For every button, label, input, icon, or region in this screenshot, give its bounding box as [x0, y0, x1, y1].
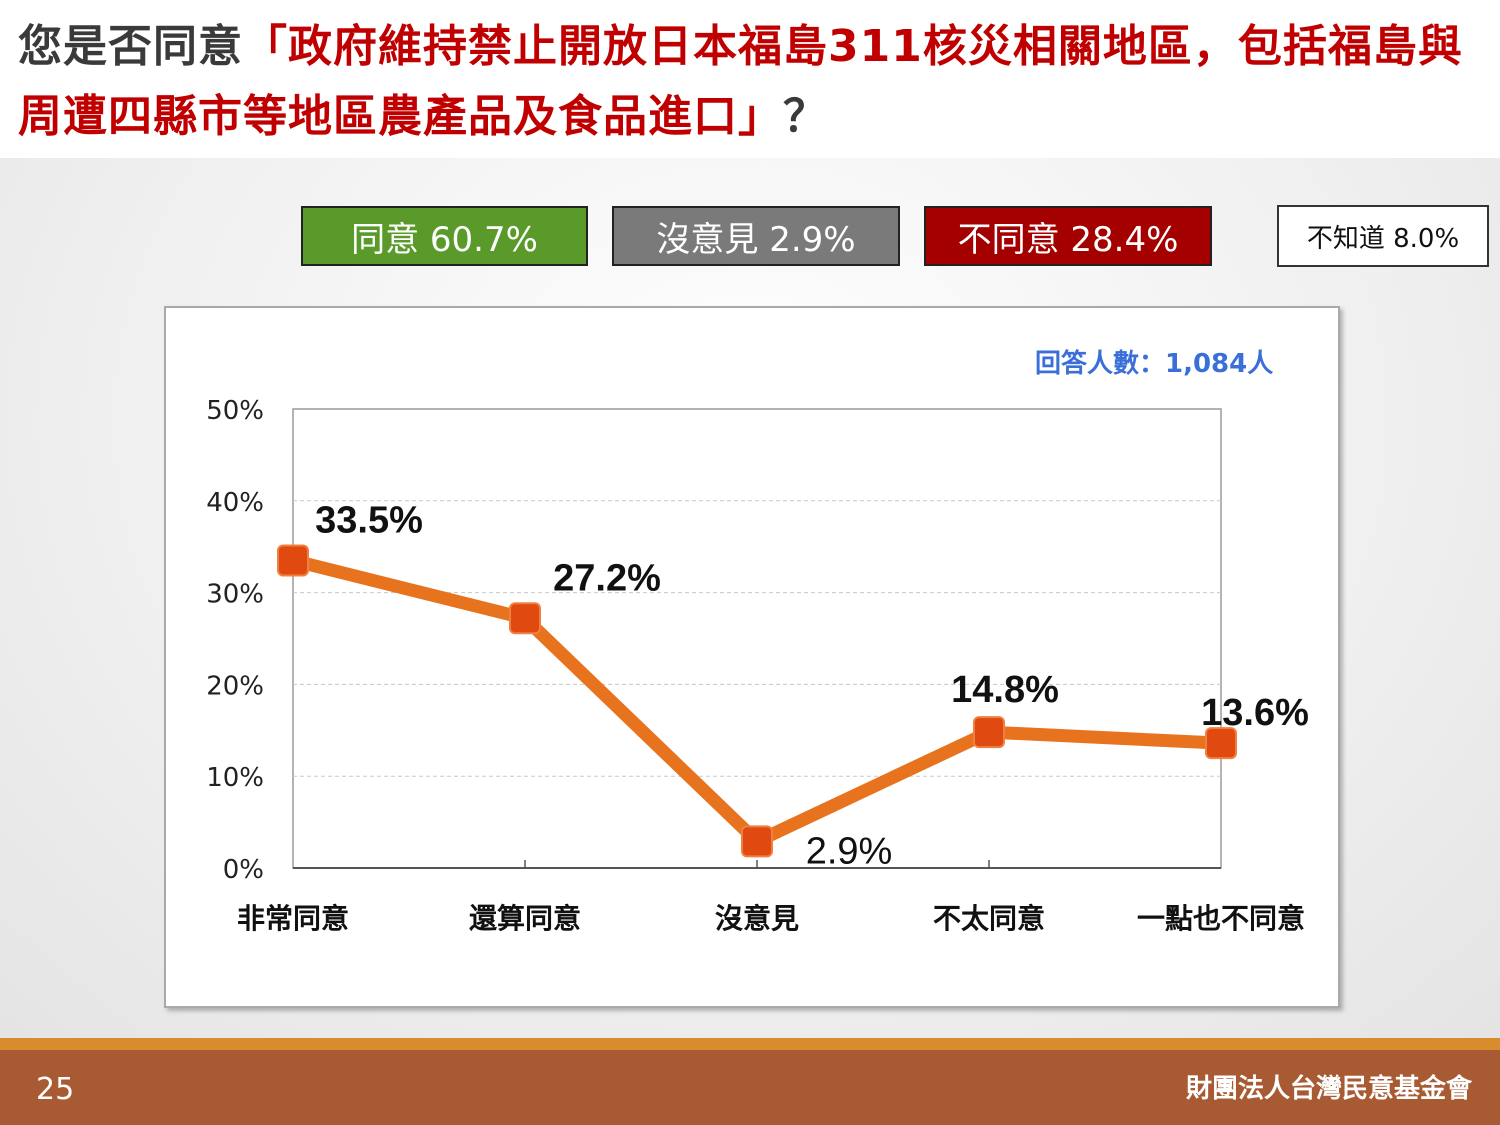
- legend-agree: 同意 60.7%: [301, 206, 588, 266]
- title-suffix: ？: [783, 91, 828, 142]
- data-point: [509, 602, 541, 635]
- legend-dont-know: 不知道 8.0%: [1277, 205, 1489, 267]
- data-label: 27.2%: [553, 557, 661, 599]
- page-title: 您是否同意「政府維持禁止開放日本福島311核災相關地區，包括福島與周遭四縣市等地…: [18, 12, 1488, 152]
- y-tick-label: 0%: [223, 855, 264, 885]
- data-label: 13.6%: [1201, 692, 1309, 734]
- x-tick-label: 不太同意: [933, 902, 1045, 935]
- x-tick-label: 沒意見: [715, 902, 799, 935]
- organization-name: 財團法人台灣民意基金會: [1185, 1074, 1472, 1104]
- plot-area-border: [292, 408, 1222, 869]
- y-tick-label: 20%: [206, 671, 264, 701]
- series-line: [291, 554, 1222, 850]
- data-label: 14.8%: [951, 669, 1059, 711]
- data-point: [973, 716, 1005, 749]
- data-label: 33.5%: [315, 499, 423, 541]
- y-tick-label: 10%: [206, 763, 264, 793]
- data-point: [277, 544, 309, 577]
- page-number: 25: [36, 1072, 75, 1107]
- x-tick-label: 還算同意: [469, 902, 581, 935]
- x-tick-label: 一點也不同意: [1137, 902, 1305, 935]
- data-label: 2.9%: [806, 830, 893, 872]
- y-tick-label: 40%: [206, 488, 264, 518]
- data-point: [741, 825, 773, 858]
- data-point: [1205, 727, 1237, 760]
- legend-no-opinion: 沒意見 2.9%: [612, 206, 900, 266]
- chart-frame: [164, 306, 1340, 1008]
- respondent-count: 回答人數：1,084人: [1035, 349, 1274, 379]
- footer-bar: [0, 1050, 1500, 1125]
- title-question: 「政府維持禁止開放日本福島311核災相關地區，包括福島與周遭四縣市等地區農產品及…: [18, 21, 1463, 142]
- title-prefix: 您是否同意: [18, 21, 243, 72]
- y-tick-label: 50%: [206, 396, 264, 426]
- legend-disagree: 不同意 28.4%: [924, 206, 1212, 266]
- x-tick-label: 非常同意: [237, 902, 349, 935]
- footer-accent-line: [0, 1038, 1500, 1050]
- y-tick-label: 30%: [206, 580, 264, 610]
